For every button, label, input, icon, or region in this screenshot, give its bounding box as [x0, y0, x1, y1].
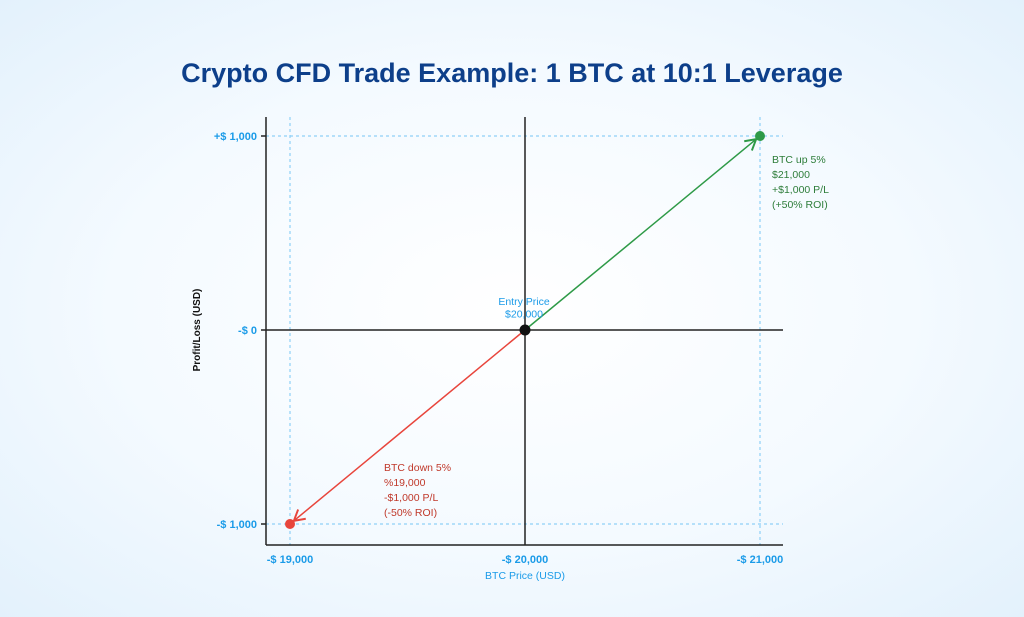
series-line-profit: [524, 137, 758, 331]
entry-label: Entry Price: [498, 296, 550, 308]
data-point-profit: [755, 131, 765, 141]
annotation-profit: BTC up 5%: [772, 154, 826, 166]
series-line-loss: [292, 329, 526, 523]
entry-point: [519, 324, 531, 336]
y-tick-label: -$ 1,000: [217, 519, 257, 531]
annotation-profit: +$1,000 P/L: [772, 184, 829, 196]
x-tick-label: -$ 19,000: [267, 554, 313, 566]
y-axis-label: Profit/Loss (USD): [192, 289, 203, 372]
annotation-loss: %19,000: [384, 477, 426, 489]
annotation-loss: -$1,000 P/L: [384, 492, 438, 504]
data-point-loss: [285, 519, 295, 529]
y-tick-label: -$ 0: [238, 325, 257, 337]
chart-title: Crypto CFD Trade Example: 1 BTC at 10:1 …: [181, 58, 843, 88]
annotation-profit: $21,000: [772, 169, 810, 181]
annotation-loss: (-50% ROI): [384, 507, 437, 519]
y-tick-label: +$ 1,000: [214, 131, 257, 143]
annotation-loss: BTC down 5%: [384, 462, 451, 474]
annotation-profit: (+50% ROI): [772, 199, 828, 211]
entry-label: $20,000: [505, 309, 543, 321]
x-tick-label: -$ 21,000: [737, 554, 783, 566]
x-tick-label: -$ 20,000: [502, 554, 548, 566]
x-axis-label: BTC Price (USD): [485, 570, 565, 582]
